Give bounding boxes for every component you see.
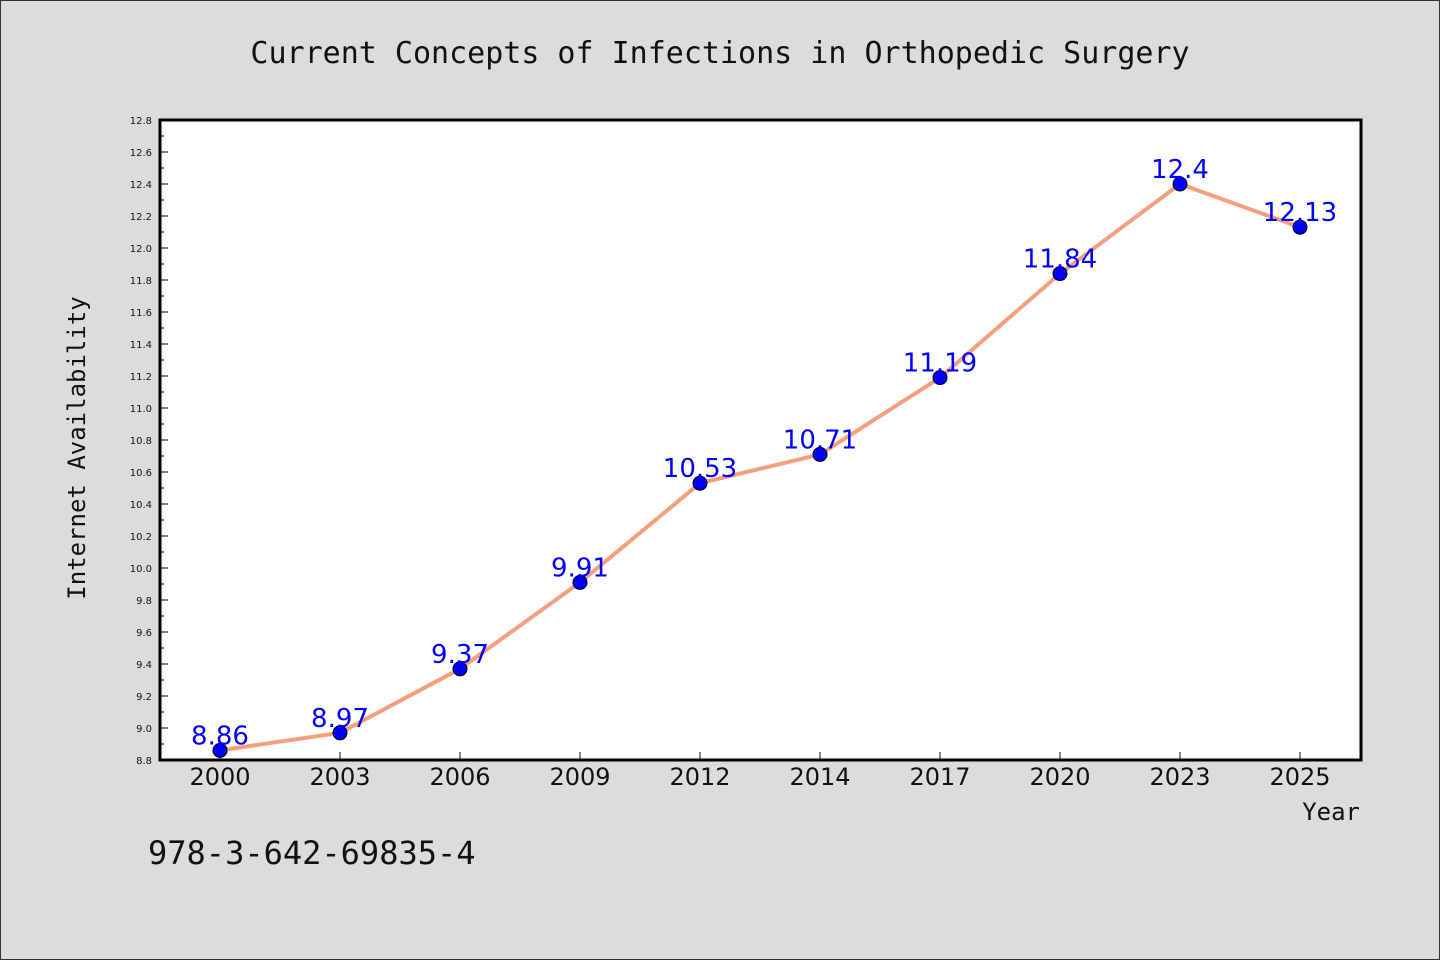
x-tick-label: 2000: [189, 763, 250, 791]
y-tick-label: 9.0: [136, 724, 152, 735]
data-markers: [212, 176, 1308, 758]
data-point: [692, 475, 708, 491]
data-label: 11.19: [903, 349, 977, 379]
x-tick-label: 2017: [909, 763, 970, 791]
y-tick-label: 9.2: [136, 692, 152, 703]
y-axis: 8.8 9.0 9.2 9.4 9.6 9.8 10.0 10.2 10.4 10.6 10.8 11…: [130, 116, 168, 767]
data-point: [332, 725, 348, 741]
x-tick-label: 2025: [1269, 763, 1330, 791]
data-label: 8.97: [311, 704, 369, 734]
data-point: [572, 574, 588, 590]
data-point: [932, 370, 948, 386]
y-tick-label: 10.0: [130, 564, 152, 575]
chart-title: Current Concepts of Infections in Orthop…: [250, 36, 1189, 71]
y-tick-label: 9.4: [136, 660, 152, 671]
data-point: [1172, 176, 1188, 192]
y-tick-label: 8.8: [136, 756, 152, 767]
y-tick-label: 11.0: [130, 404, 152, 415]
data-point: [1292, 219, 1308, 235]
y-tick-label: 11.6: [130, 308, 152, 319]
y-tick-label: 11.2: [130, 372, 152, 383]
x-tick-label: 2023: [1149, 763, 1210, 791]
y-tick-label: 10.4: [130, 500, 152, 511]
data-label: 10.71: [783, 425, 857, 455]
y-axis-label: Internet Availability: [63, 296, 91, 599]
data-point: [1052, 266, 1068, 282]
x-axis-label: Year: [1302, 798, 1360, 826]
data-label: 12.4: [1151, 155, 1209, 185]
y-tick-label: 12.6: [130, 148, 152, 159]
data-label: 9.37: [431, 640, 489, 670]
y-tick-label: 11.8: [130, 276, 152, 287]
x-tick-label: 2014: [789, 763, 850, 791]
x-tick-label: 2009: [549, 763, 610, 791]
x-tick-label: 2006: [429, 763, 490, 791]
data-labels: 8.86 8.97 9.37 9.91 10.53 10.71 11.19 11.84 12.4…: [191, 155, 1337, 751]
y-tick-label: 12.8: [130, 116, 152, 127]
y-tick-label: 10.2: [130, 532, 152, 543]
y-tick-label: 10.6: [130, 468, 152, 479]
data-label: 10.53: [663, 454, 737, 484]
x-axis: 2000 2003 2006 2009 2012 2014 2017 2020 2023 2025: [189, 752, 1331, 791]
footer-text: 978-3-642-69835-4: [148, 834, 476, 872]
y-tick-label: 9.6: [136, 628, 152, 639]
data-label: 9.91: [551, 553, 609, 583]
data-label: 11.84: [1023, 245, 1097, 275]
x-tick-label: 2003: [309, 763, 370, 791]
x-tick-label: 2012: [669, 763, 730, 791]
data-point: [812, 446, 828, 462]
x-tick-label: 2020: [1029, 763, 1090, 791]
y-tick-label: 12.0: [130, 244, 152, 255]
y-tick-label: 12.2: [130, 212, 152, 223]
data-point: [452, 661, 468, 677]
data-label: 8.86: [191, 721, 249, 751]
y-tick-label: 10.8: [130, 436, 152, 447]
plot-area: [158, 118, 1363, 762]
series-line: [219, 182, 1301, 753]
data-point: [212, 742, 228, 758]
y-tick-label: 9.8: [136, 596, 152, 607]
y-tick-label: 12.4: [130, 180, 152, 191]
y-tick-label: 11.4: [130, 340, 152, 351]
data-label: 12.13: [1263, 198, 1337, 228]
